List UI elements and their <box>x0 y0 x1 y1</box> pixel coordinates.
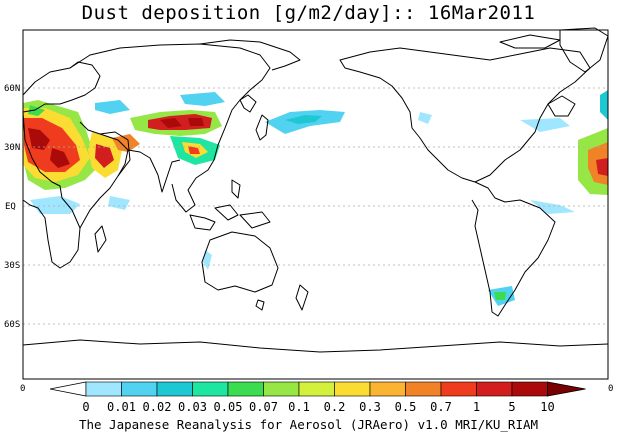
colorbar-tick-label: 0.07 <box>249 400 278 414</box>
colorbar-tick-label: 1 <box>473 400 480 414</box>
colorbar-tick-label: 0.1 <box>288 400 310 414</box>
colorbar-bin <box>405 381 442 397</box>
colorbar-tick-label: 0.02 <box>143 400 172 414</box>
colorbar-tick-label: 0.2 <box>324 400 346 414</box>
map-frame <box>22 29 609 380</box>
lat-label-30n: 30N <box>4 143 20 153</box>
lat-label-eq: EQ <box>5 202 16 212</box>
colorbar-bin <box>156 381 193 397</box>
lat-label-60n: 60N <box>4 84 20 94</box>
colorbar-bin <box>334 381 371 397</box>
lat-label-60s: 60S <box>4 320 20 330</box>
colorbar-tick-label: 0.7 <box>430 400 452 414</box>
colorbar-bin <box>369 381 406 397</box>
colorbar-tick-label: 5 <box>508 400 515 414</box>
lat-label-30s: 30S <box>4 261 20 271</box>
colorbar-tick-label: 10 <box>540 400 554 414</box>
colorbar-bin <box>476 381 513 397</box>
colorbar-tick-label: 0.03 <box>178 400 207 414</box>
axis-left-zero: 0 <box>20 384 25 394</box>
colorbar-bin <box>192 381 229 397</box>
axis-right-zero: 0 <box>608 384 613 394</box>
colorbar-bin <box>121 381 158 397</box>
colorbar-tick-label: 0 <box>82 400 89 414</box>
dust-field <box>23 90 608 306</box>
colorbar-bin <box>263 381 300 397</box>
colorbar-bin <box>511 381 548 397</box>
colorbar: 0 0.01 0.02 0.03 0.05 0.07 0.1 0.2 0.3 0.5 0.7 1 5 10 <box>49 381 586 414</box>
colorbar-tick-label: 0.05 <box>214 400 243 414</box>
colorbar-bin <box>227 381 264 397</box>
colorbar-tick-label: 0.3 <box>359 400 381 414</box>
colorbar-arrow-left <box>49 381 87 397</box>
colorbar-bin <box>85 381 122 397</box>
colorbar-bin <box>298 381 335 397</box>
colorbar-arrow-right <box>547 381 586 397</box>
colorbar-bin <box>440 381 477 397</box>
coastlines <box>22 27 609 353</box>
credit-line: The Japanese Reanalysis for Aerosol (JRA… <box>78 417 539 432</box>
map-title: Dust deposition [g/m2/day]:: 16Mar2011 <box>81 2 536 24</box>
colorbar-tick-label: 0.01 <box>107 400 136 414</box>
colorbar-tick-label: 0.5 <box>395 400 417 414</box>
